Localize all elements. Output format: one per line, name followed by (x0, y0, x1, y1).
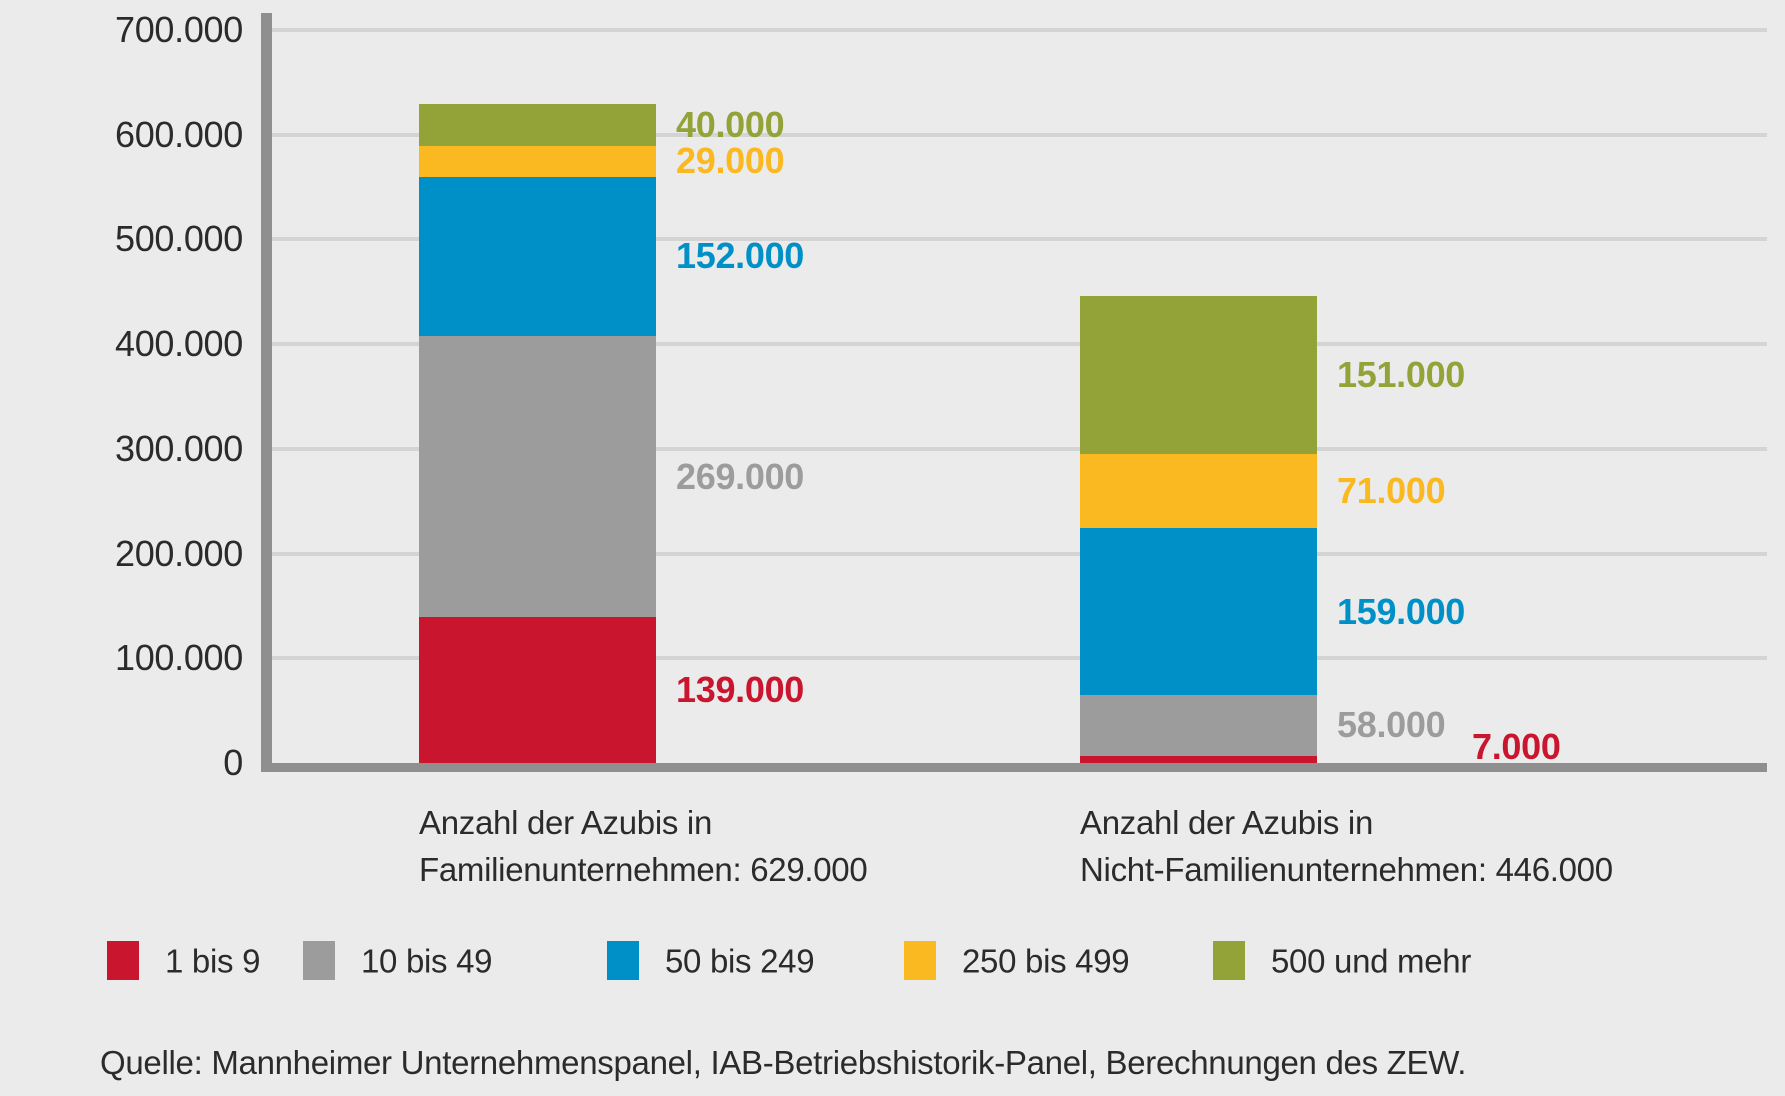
category-label-line2: Familienunternehmen: 629.000 (419, 851, 868, 888)
bar-segment-1-bis-9 (1080, 755, 1317, 763)
legend-swatch-icon (607, 941, 639, 980)
bar-segment-50-bis-249 (1080, 528, 1317, 695)
value-label-58.000: 58.000 (1337, 704, 1446, 746)
y-tick-label-100.000: 100.000 (114, 637, 243, 679)
legend-swatch-icon (904, 941, 936, 980)
gridline-600000 (272, 132, 1767, 137)
category-label-familienunternehmen: Anzahl der Azubis in Familienunternehmen… (419, 799, 1039, 893)
value-label-159.000: 159.000 (1337, 590, 1466, 632)
bar-segment-1-bis-9 (419, 617, 656, 763)
bar-nicht-familienunternehmen (1080, 30, 1317, 763)
legend-label: 50 bis 249 (665, 942, 815, 979)
value-label-7.000: 7.000 (1472, 726, 1561, 768)
bar-segment-250-bis-499 (1080, 454, 1317, 529)
legend-label: 250 bis 499 (962, 942, 1130, 979)
y-tick-label-400.000: 400.000 (114, 323, 243, 365)
legend-label: 500 und mehr (1271, 942, 1472, 979)
y-tick-label-700.000: 700.000 (114, 9, 243, 50)
legend-swatch-icon (107, 941, 139, 980)
bar-segment-50-bis-249 (419, 176, 656, 336)
y-axis-line (261, 13, 272, 772)
bar-segment-500-und-mehr (419, 104, 656, 147)
bar-segment-250-bis-499 (419, 146, 656, 177)
bar-segment-500-und-mehr (1080, 295, 1317, 455)
y-tick-label-200.000: 200.000 (114, 532, 243, 574)
value-label-152.000: 152.000 (676, 235, 805, 277)
value-label-40.000: 40.000 (676, 104, 785, 146)
gridline-100000 (272, 656, 1767, 661)
legend-label: 1 bis 9 (165, 942, 261, 979)
value-label-29.000: 29.000 (676, 140, 785, 182)
y-tick-label-0: 0 (223, 742, 243, 783)
bar-familienunternehmen (419, 30, 656, 763)
y-tick-label-600.000: 600.000 (114, 113, 243, 155)
category-label-line1: Anzahl der Azubis in (419, 804, 713, 841)
gridline-500000 (272, 237, 1767, 242)
y-tick-label-500.000: 500.000 (114, 218, 243, 260)
bar-segment-10-bis-49 (1080, 694, 1317, 756)
plot-area: 139.000 269.000 152.000 29.000 40.000 7.000 58… (272, 28, 1767, 768)
y-tick-label-300.000: 300.000 (114, 427, 243, 469)
gridline-400000 (272, 342, 1767, 347)
legend-swatch-icon (1213, 941, 1245, 980)
bar-segment-10-bis-49 (419, 335, 656, 618)
category-label-line2: Nicht-Familienunternehmen: 446.000 (1080, 851, 1613, 888)
source-text: Quelle: Mannheimer Unternehmenspanel, IA… (100, 1044, 1467, 1081)
category-label-nicht-familienunternehmen: Anzahl der Azubis in Nicht-Familienunter… (1080, 799, 1700, 893)
value-label-269.000: 269.000 (676, 455, 805, 497)
gridline-700000 (272, 28, 1767, 32)
gridline-300000 (272, 446, 1767, 451)
value-label-71.000: 71.000 (1337, 470, 1446, 512)
legend-label: 10 bis 49 (361, 942, 493, 979)
value-label-151.000: 151.000 (1337, 354, 1466, 396)
gridline-200000 (272, 551, 1767, 556)
value-label-139.000: 139.000 (676, 669, 805, 711)
category-label-line1: Anzahl der Azubis in (1080, 804, 1374, 841)
legend-swatch-icon (303, 941, 335, 980)
x-axis-line (261, 763, 1767, 772)
